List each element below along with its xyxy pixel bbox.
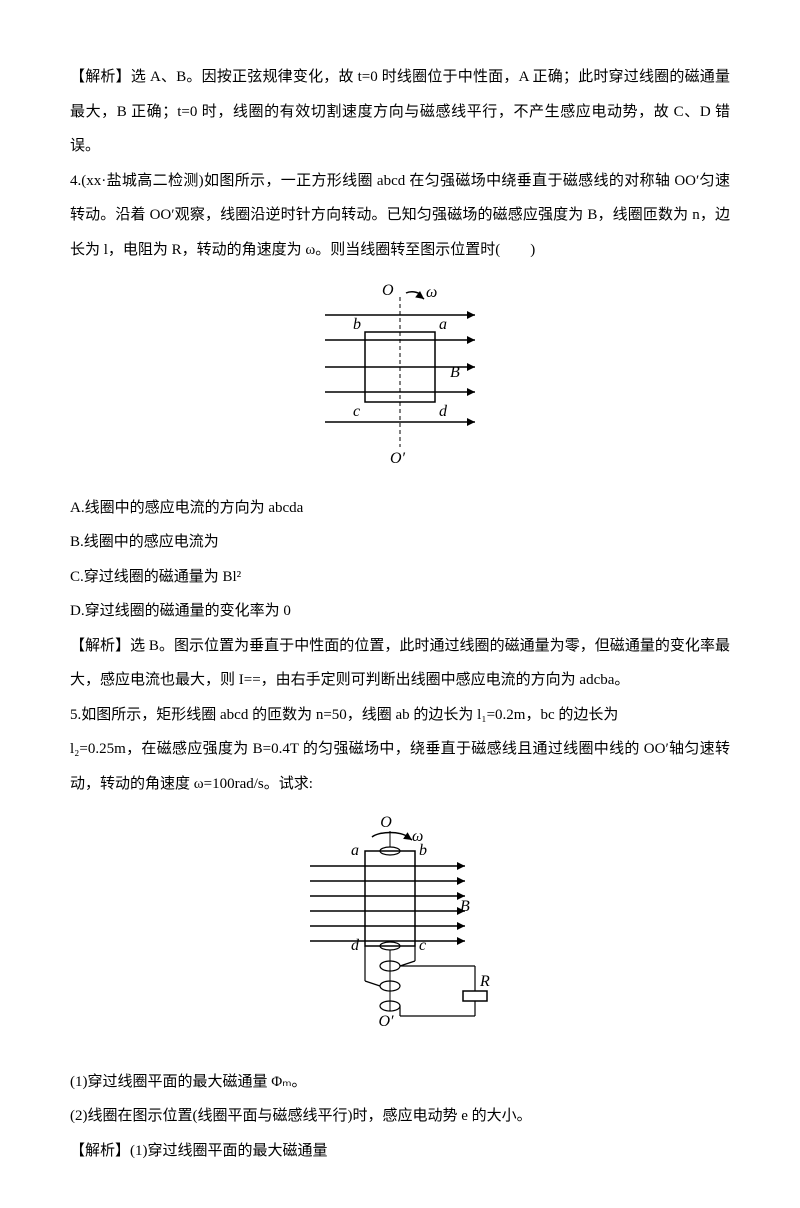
svg-text:O: O	[380, 814, 392, 831]
diagram-coil-2: OωO′abdcBR	[295, 811, 505, 1041]
svg-text:b: b	[419, 842, 427, 859]
q4-option-a: A.线圈中的感应电流的方向为 abcda	[70, 491, 730, 526]
svg-text:O′: O′	[390, 450, 406, 467]
svg-text:B: B	[450, 364, 460, 381]
q4-option-c: C.穿过线圈的磁通量为 Bl²	[70, 560, 730, 595]
figure-1: Oω O′ b a c d B	[70, 277, 730, 481]
q4-analysis: 【解析】选 B。图示位置为垂直于中性面的位置，此时通过线圈的磁通量为零，但磁通量…	[70, 629, 730, 698]
svg-text:O: O	[382, 282, 394, 299]
q5-part-2: (2)线圈在图示位置(线圈平面与磁感线平行)时，感应电动势 e 的大小。	[70, 1099, 730, 1134]
q4-option-d: D.穿过线圈的磁通量的变化率为 0	[70, 594, 730, 629]
svg-text:d: d	[351, 937, 360, 954]
q4-option-b: B.线圈中的感应电流为	[70, 525, 730, 560]
svg-text:a: a	[439, 316, 447, 333]
q5-stem-2: l₂=0.25m，在磁感应强度为 B=0.4T 的匀强磁场中，绕垂直于磁感线且通…	[70, 732, 730, 801]
diagram-coil-1: Oω O′ b a c d B	[315, 277, 485, 467]
svg-text:a: a	[351, 842, 359, 859]
svg-text:B: B	[460, 898, 470, 915]
svg-text:c: c	[419, 937, 426, 954]
analysis-ab: 【解析】选 A、B。因按正弦规律变化，故 t=0 时线圈位于中性面，A 正确；此…	[70, 60, 730, 164]
q5-stem-1: 5.如图所示，矩形线圈 abcd 的匝数为 n=50，线圈 ab 的边长为 l₁…	[70, 698, 730, 733]
figure-2: OωO′abdcBR	[70, 811, 730, 1055]
svg-text:b: b	[353, 316, 361, 333]
page-content: 【解析】选 A、B。因按正弦规律变化，故 t=0 时线圈位于中性面，A 正确；此…	[0, 0, 800, 1208]
svg-text:c: c	[353, 403, 360, 420]
q4-stem: 4.(xx·盐城高二检测)如图所示，一正方形线圈 abcd 在匀强磁场中绕垂直于…	[70, 164, 730, 268]
svg-text:R: R	[479, 973, 490, 990]
q5-analysis: 【解析】(1)穿过线圈平面的最大磁通量	[70, 1134, 730, 1169]
svg-text:O′: O′	[378, 1013, 394, 1030]
svg-text:ω: ω	[426, 284, 437, 301]
svg-text:d: d	[439, 403, 448, 420]
q5-part-1: (1)穿过线圈平面的最大磁通量 Φₘ。	[70, 1065, 730, 1100]
